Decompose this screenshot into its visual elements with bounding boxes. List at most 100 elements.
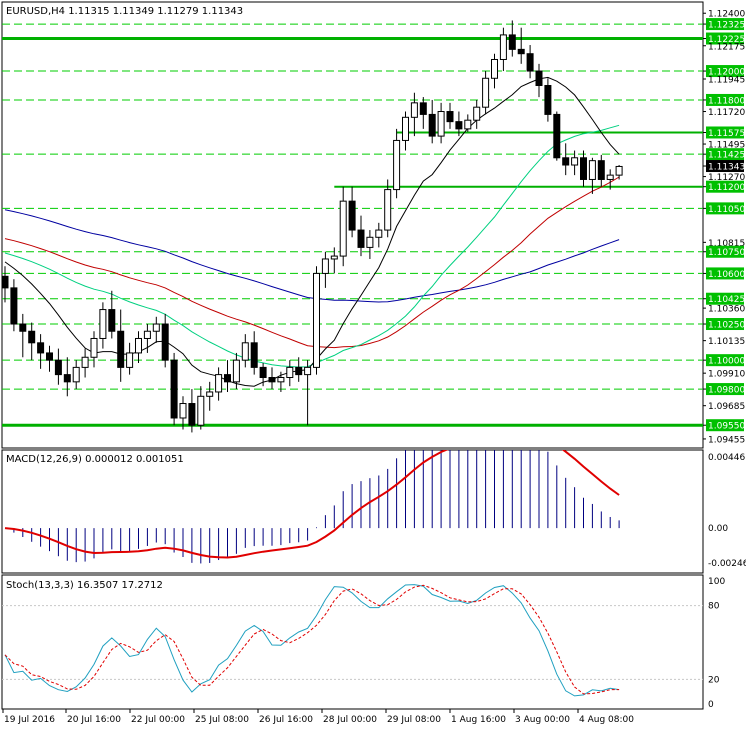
price-label: 1.10750 <box>708 248 745 258</box>
price-label: 1.10815 <box>708 239 745 249</box>
level-price-tag <box>706 32 744 45</box>
level-price-tag <box>706 292 744 305</box>
candle-down <box>357 229 365 248</box>
candle-up <box>143 330 151 339</box>
candle-up <box>286 366 294 379</box>
candle-down <box>508 34 516 50</box>
candle-up <box>402 116 409 141</box>
price-label: 1.11800 <box>708 96 745 106</box>
price-label: 1.12325 <box>708 21 745 31</box>
level-price-tag <box>706 267 744 280</box>
price-label: 1.11270 <box>708 173 745 183</box>
stoch-title: Stoch(13,3,3) 16.3507 17.2712 <box>6 580 163 591</box>
stoch-axis-label: 20 <box>708 675 720 685</box>
candle-up <box>215 374 223 393</box>
candle-up <box>384 189 392 231</box>
candle-up <box>375 229 383 238</box>
candle-up <box>304 366 312 376</box>
time-label: 19 Jul 2016 <box>4 715 55 725</box>
candle-down <box>544 85 552 115</box>
price-label: 1.10360 <box>708 305 745 315</box>
candle-down <box>37 342 45 354</box>
candle-up <box>482 77 490 108</box>
price-label: 1.12225 <box>708 35 745 45</box>
level-price-tag <box>706 354 744 367</box>
candle-up <box>606 174 614 180</box>
time-label: 25 Jul 08:00 <box>195 715 249 725</box>
candle-down <box>188 403 196 426</box>
price-label: 1.09455 <box>708 435 745 445</box>
candle-up <box>241 342 249 361</box>
candle-down <box>455 121 463 130</box>
time-label: 20 Jul 16:00 <box>67 715 121 725</box>
level-price-tag <box>706 245 744 258</box>
candle-up <box>197 395 205 426</box>
macd-axis-label: 0.00 <box>708 524 728 534</box>
macd-pane-frame <box>1 449 704 574</box>
macd-axis-label: 0.004461 <box>708 453 746 463</box>
price-pane[interactable]: EURUSD,H4 1.11315 1.11349 1.11279 1.1134… <box>1 1 745 449</box>
candle-up <box>72 366 80 383</box>
ma-blue-line <box>4 209 620 303</box>
time-label: 3 Aug 00:00 <box>515 715 570 725</box>
candles <box>2 20 623 433</box>
price-label: 1.12000 <box>708 68 745 78</box>
candle-down <box>517 48 525 55</box>
price-label: 1.09800 <box>708 386 745 396</box>
candle-up <box>90 337 98 358</box>
candle-up <box>393 139 401 191</box>
price-label: 1.11050 <box>708 205 745 215</box>
candle-up <box>366 236 374 248</box>
stoch-plot <box>2 584 703 697</box>
price-label: 1.11945 <box>708 76 745 86</box>
stoch-main-line <box>4 584 620 697</box>
candle-down <box>580 157 587 180</box>
candle-up <box>81 356 89 368</box>
candle-up <box>588 160 596 180</box>
candle-down <box>19 323 27 332</box>
time-label: 4 Aug 08:00 <box>579 715 634 725</box>
price-label: 1.10425 <box>708 295 745 305</box>
candle-up <box>126 352 134 368</box>
candle-down <box>54 359 62 376</box>
candle-down <box>562 157 570 166</box>
price-label: 1.10600 <box>708 270 745 280</box>
candle-down <box>295 366 303 376</box>
price-label: 1.11343 <box>708 163 745 173</box>
level-price-tag <box>706 65 744 78</box>
ma-red-line <box>4 176 620 349</box>
symbol-title: EURUSD,H4 1.11315 1.11349 1.11279 1.1134… <box>6 6 243 17</box>
price-label: 1.12175 <box>708 42 745 52</box>
candle-up <box>99 309 107 339</box>
stoch-axis: 100 80 20 0 <box>708 577 725 710</box>
candle-down <box>446 111 454 123</box>
candle-down <box>46 352 53 361</box>
time-label: 22 Jul 00:00 <box>131 715 185 725</box>
candle-up <box>410 102 418 118</box>
candle-down <box>28 330 36 344</box>
macd-pane[interactable]: MACD(12,26,9) 0.000012 0.001051 0.004461… <box>1 430 746 574</box>
macd-axis-label: -0.002468 <box>708 559 746 569</box>
candle-up <box>499 34 507 60</box>
candle-down <box>419 102 427 115</box>
stoch-axis-label: 100 <box>708 577 725 587</box>
candle-up <box>321 258 329 274</box>
macd-axis: 0.004461 0.00 -0.002468 <box>708 453 746 569</box>
level-price-tag <box>706 180 744 193</box>
candle-down <box>268 377 276 383</box>
price-label: 1.09910 <box>708 370 745 380</box>
candle-down <box>597 160 605 180</box>
candle-up <box>339 200 347 257</box>
candle-down <box>10 287 18 325</box>
level-price-tag <box>706 18 744 31</box>
stoch-axis-label: 0 <box>708 700 714 710</box>
candle-down <box>348 200 356 231</box>
candle-down <box>428 113 436 137</box>
price-label: 1.10135 <box>708 337 745 347</box>
macd-plot <box>4 450 620 564</box>
candle-up <box>615 165 623 176</box>
stoch-pane[interactable]: Stoch(13,3,3) 16.3507 17.2712 100 80 20 0 <box>1 574 725 710</box>
level-price-tag <box>706 383 744 396</box>
